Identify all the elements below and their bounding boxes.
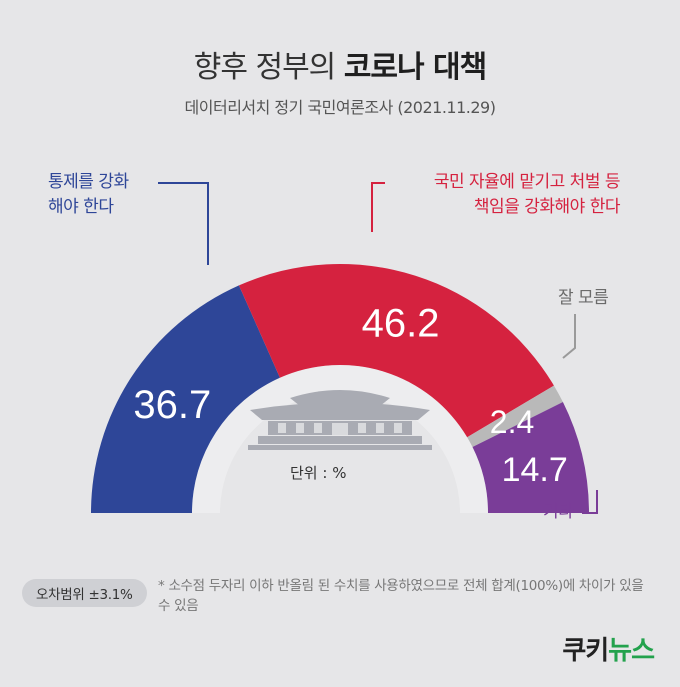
- kukinews-logo: 쿠키뉴스: [562, 630, 655, 667]
- chart-title: 향후 정부의 코로나 대책: [0, 42, 680, 86]
- chart-title-part2: 코로나 대책: [343, 50, 487, 85]
- footer-note: * 소수점 두자리 이하 반올림 된 수치를 사용하였으므로 전체 합계(100…: [158, 578, 644, 614]
- palace-icon: [248, 390, 432, 450]
- leader-lines: [158, 182, 598, 514]
- slice-other: [472, 402, 589, 513]
- label-other: 기타: [543, 502, 574, 522]
- label-autonomy: 국민 자율에 맡기고 처벌 등 책임을 강화해야 한다: [433, 170, 621, 220]
- label-control-line2: 해야 한다: [48, 197, 114, 217]
- unit-label: 단위 : %: [290, 464, 347, 482]
- slice-autonomy: [238, 263, 554, 438]
- leader-line-autonomy: [371, 182, 385, 232]
- logo-part2: 뉴스: [608, 636, 655, 666]
- label-dontknow: 잘 모름: [558, 288, 609, 308]
- label-control-line1: 통제를 강화: [48, 172, 129, 192]
- label-autonomy-line2: 책임을 강화해야 한다: [473, 197, 621, 217]
- margin-of-error-badge: 오차범위 ±3.1%: [22, 579, 147, 607]
- leader-line-other: [582, 490, 598, 514]
- inner-band: [192, 365, 488, 513]
- leader-line-control: [158, 182, 209, 265]
- inner-ring-group: [192, 365, 488, 513]
- logo-part1: 쿠키: [562, 636, 609, 666]
- chart-title-part1: 향후 정부의: [193, 50, 344, 85]
- value-label-control: 36.7: [133, 383, 211, 427]
- label-autonomy-line1: 국민 자율에 맡기고 처벌 등: [433, 172, 621, 192]
- chart-subtitle: 데이터리서치 정기 국민여론조사 (2021.11.29): [184, 98, 496, 117]
- slice-dontknow: [467, 385, 563, 448]
- value-label-other: 14.7: [502, 451, 568, 489]
- slices-group: [91, 263, 589, 513]
- leader-line-dontknow: [562, 314, 576, 359]
- label-control: 통제를 강화 해야 한다: [48, 170, 129, 220]
- value-label-autonomy: 46.2: [362, 301, 440, 345]
- slice-control: [91, 285, 280, 513]
- value-label-dontknow: 2.4: [490, 404, 534, 440]
- value-labels-group: 36.7 46.2 2.4 14.7: [133, 301, 567, 489]
